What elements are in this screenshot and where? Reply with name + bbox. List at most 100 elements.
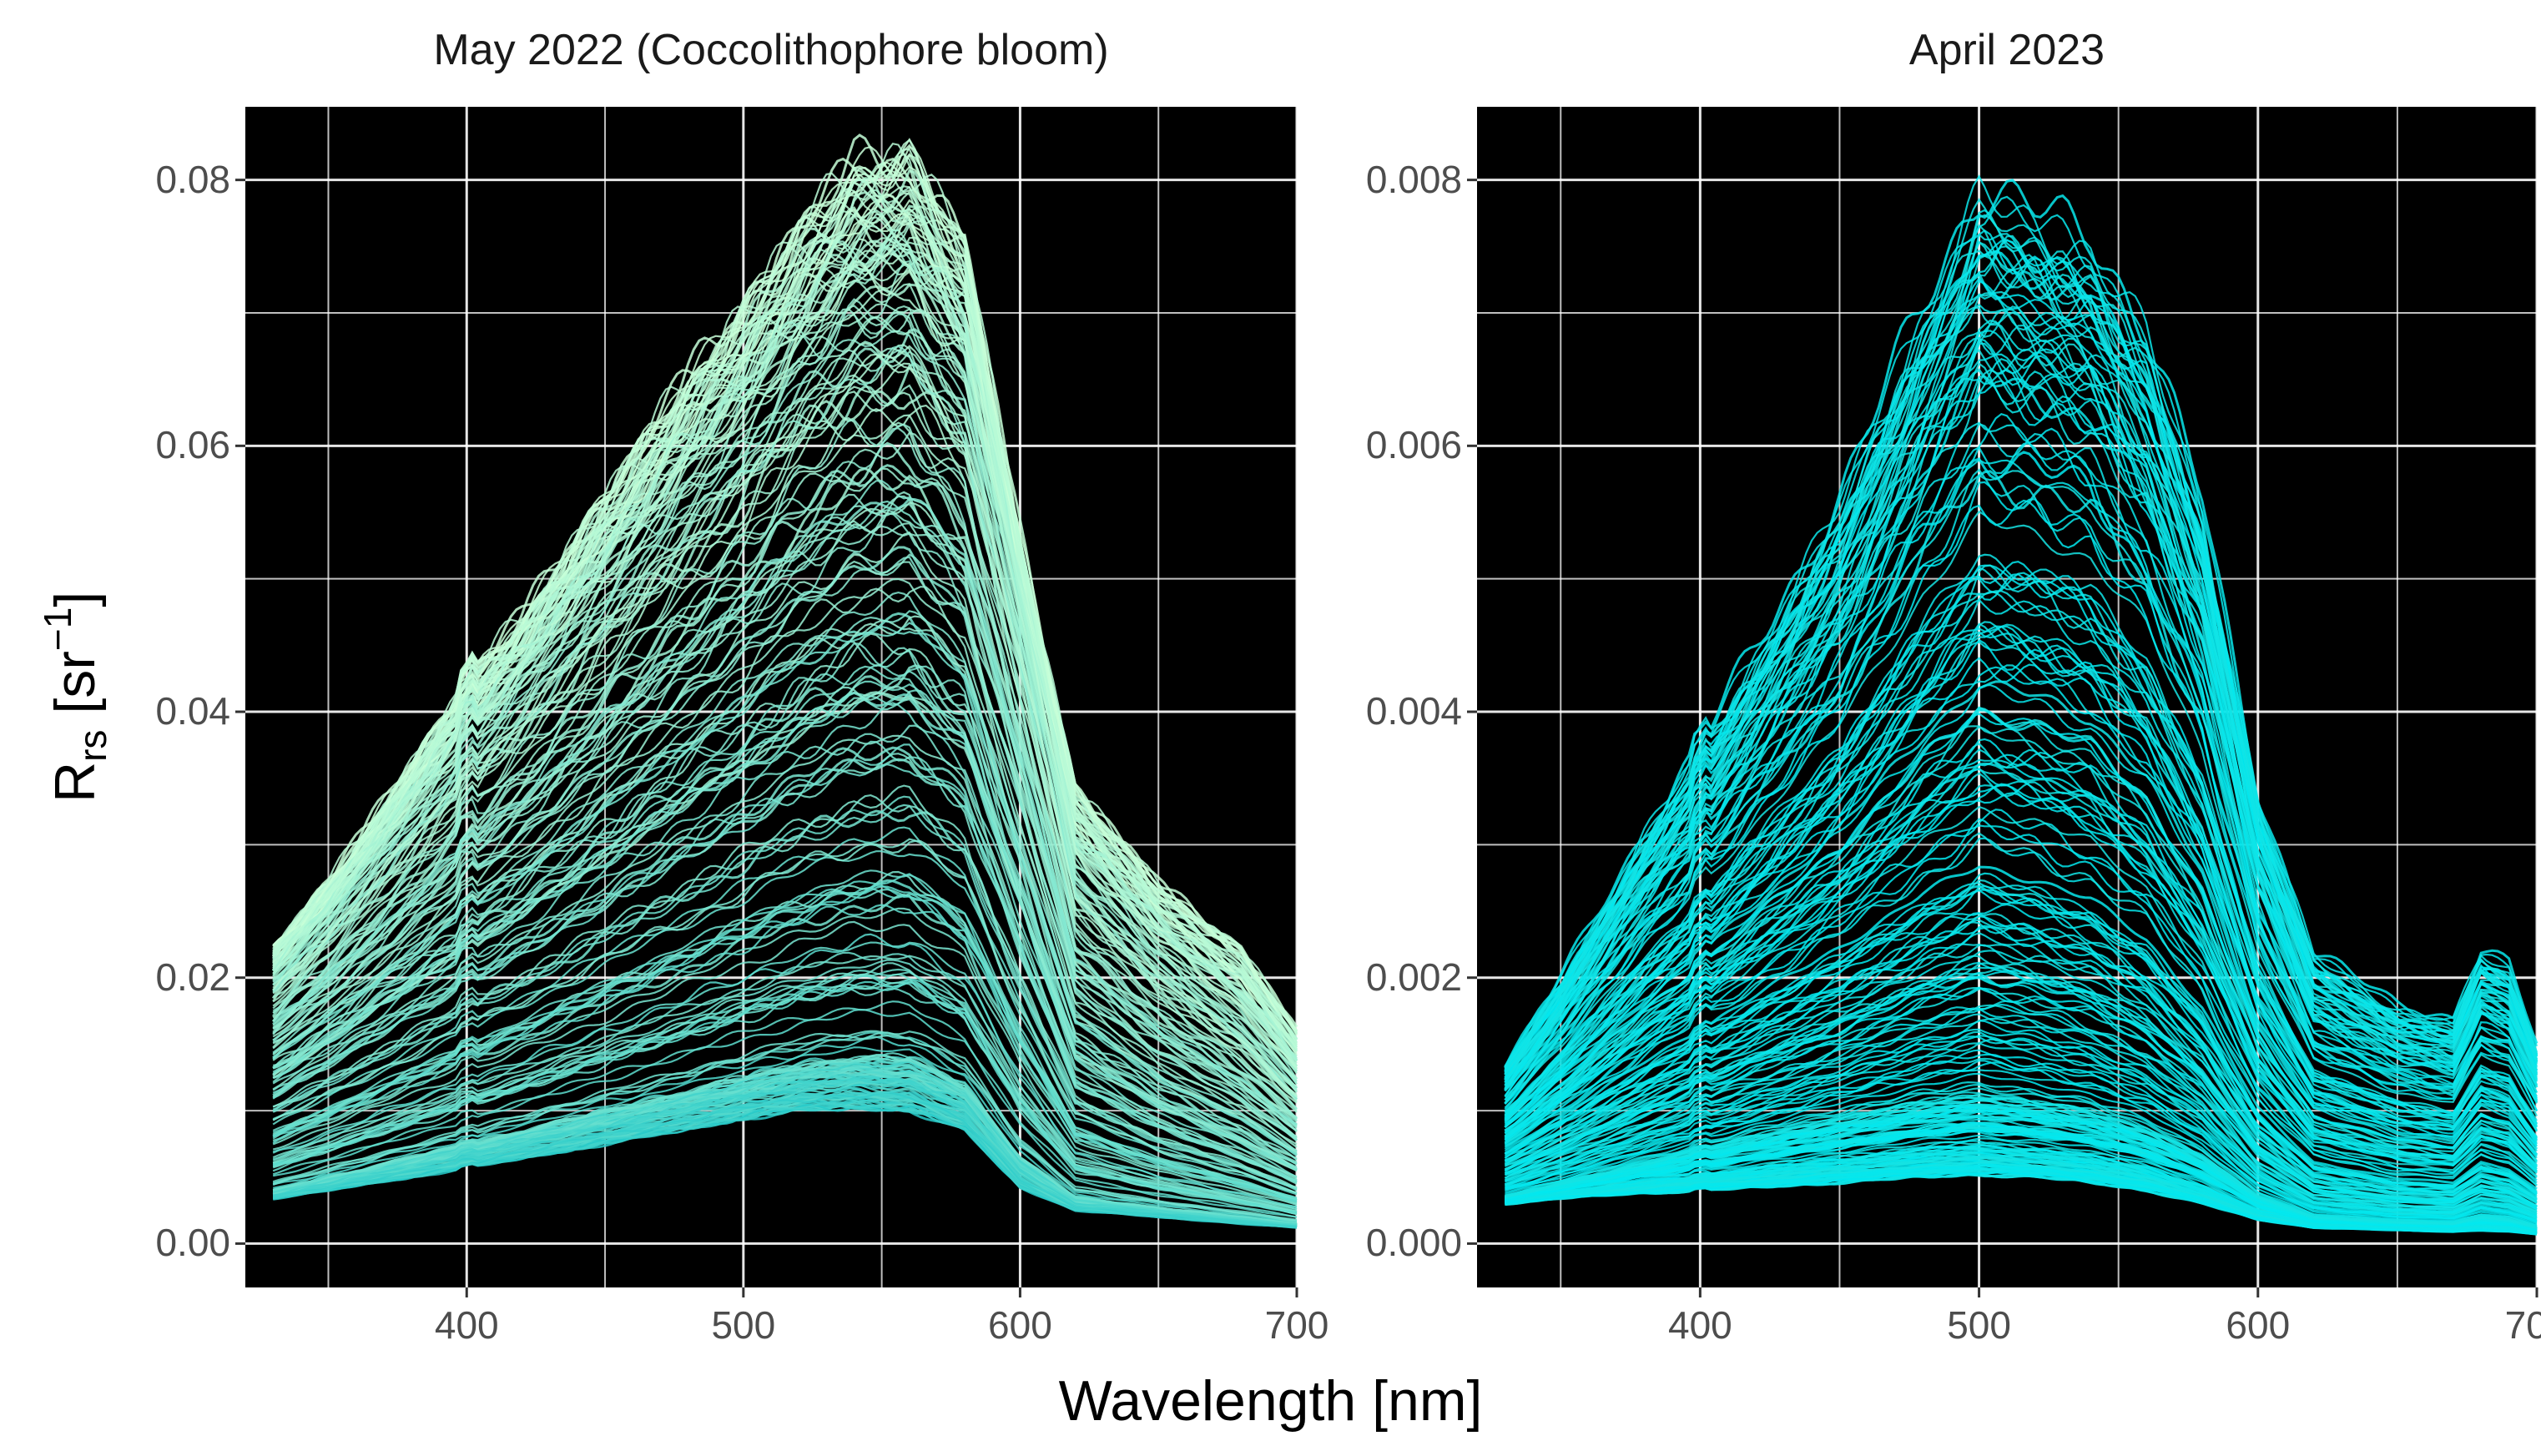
spectrum-line xyxy=(1505,1129,2538,1232)
spectrum-line xyxy=(272,879,1298,1202)
spectrum-line xyxy=(272,724,1298,1178)
spectrum-line xyxy=(272,951,1298,1211)
spectrum-line xyxy=(272,884,1298,1202)
spectra-right xyxy=(1504,174,2538,1236)
spectrum-line xyxy=(272,1034,1298,1222)
y-axis-label: Rrs [sr−1] xyxy=(35,592,115,803)
spectrum-line xyxy=(1504,772,2538,1170)
spectrum-line xyxy=(272,804,1298,1192)
spectrum-line xyxy=(272,907,1298,1206)
spectrum-line xyxy=(1504,832,2538,1186)
x-tick-label: 500 xyxy=(711,1303,776,1347)
spectrum-line xyxy=(1504,809,2538,1178)
spectrum-line xyxy=(272,619,1298,1154)
spectrum-line xyxy=(1504,470,2538,1104)
spectrum-line xyxy=(272,512,1298,1138)
x-tick-label: 700 xyxy=(1264,1303,1329,1347)
spectrum-line xyxy=(1504,818,2538,1184)
spectrum-line xyxy=(1504,254,2538,1075)
spectrum-line xyxy=(272,793,1298,1189)
spectrum-line xyxy=(272,691,1298,1171)
spectrum-line xyxy=(1504,590,2538,1131)
spectrum-line xyxy=(1504,240,2538,1075)
spectrum-line xyxy=(272,237,1298,1065)
spectrum-line xyxy=(273,1086,1298,1227)
spectrum-line xyxy=(1505,1030,2538,1220)
spectrum-line xyxy=(1504,330,2538,1084)
spectrum-line xyxy=(1504,762,2538,1167)
spectrum-line xyxy=(272,431,1298,1113)
spectrum-line xyxy=(272,664,1298,1166)
y-axis-label-unit-close: ] xyxy=(43,591,107,607)
spectrum-line xyxy=(272,1102,1298,1228)
spectrum-line xyxy=(1504,903,2538,1197)
spectrum-line xyxy=(1504,306,2538,1083)
y-tick-label: 0.008 xyxy=(1365,157,1462,201)
y-tick-label: 0.006 xyxy=(1365,423,1462,467)
x-axis-label: Wavelength [nm] xyxy=(1058,1369,1483,1433)
spectrum-line xyxy=(1504,972,2538,1209)
spectrum-line xyxy=(272,632,1298,1160)
spectrum-line xyxy=(1504,369,2538,1091)
spectrum-line xyxy=(272,525,1298,1132)
spectrum-line xyxy=(1505,1061,2538,1223)
spectrum-line xyxy=(272,610,1298,1152)
spectrum-line xyxy=(1505,1004,2538,1213)
spectrum-line xyxy=(272,414,1298,1111)
spectrum-line xyxy=(1504,239,2538,1073)
spectrum-line xyxy=(272,850,1298,1196)
spectrum-line xyxy=(272,441,1298,1122)
spectrum-line xyxy=(272,342,1298,1091)
spectrum-line xyxy=(1504,680,2538,1151)
spectrum-line xyxy=(1504,375,2538,1091)
spectrum-line xyxy=(272,1071,1298,1226)
spectrum-line xyxy=(272,1046,1298,1224)
spectrum-line xyxy=(1504,638,2538,1141)
spectrum-line xyxy=(272,546,1298,1142)
spectrum-line xyxy=(1504,179,2538,1068)
spectrum-line xyxy=(272,1000,1298,1218)
spectrum-line xyxy=(272,208,1298,1056)
y-axis-label-subscript: rs xyxy=(71,729,114,762)
spectrum-line xyxy=(1505,1028,2538,1217)
spectrum-line xyxy=(1505,1069,2538,1224)
spectrum-line xyxy=(1504,725,2538,1162)
spectrum-line xyxy=(272,522,1298,1132)
spectrum-line xyxy=(1504,805,2538,1177)
spectrum-line xyxy=(272,1052,1298,1226)
spectrum-line xyxy=(272,743,1298,1183)
spectrum-line xyxy=(272,962,1298,1213)
spectrum-line xyxy=(272,941,1298,1208)
spectrum-line xyxy=(272,315,1298,1088)
spectrum-line xyxy=(1505,1148,2538,1233)
spectrum-line xyxy=(272,981,1298,1216)
spectrum-line xyxy=(1504,249,2538,1072)
spectrum-line xyxy=(272,685,1298,1170)
y-tick-label: 0.00 xyxy=(155,1221,230,1265)
spectrum-line xyxy=(1504,561,2538,1125)
spectrum-line xyxy=(272,404,1298,1104)
spectrum-line xyxy=(272,480,1298,1126)
spectrum-line xyxy=(272,577,1298,1148)
spectrum-line xyxy=(272,427,1298,1119)
y-axis-label-unit-open: [sr xyxy=(43,651,107,730)
spectrum-line xyxy=(272,642,1298,1161)
spectrum-line xyxy=(1504,767,2538,1173)
spectrum-line xyxy=(272,194,1298,1047)
spectrum-line xyxy=(1504,621,2538,1140)
y-tick-label: 0.08 xyxy=(155,157,230,201)
spectrum-line xyxy=(272,920,1298,1207)
spectrum-line xyxy=(1504,1017,2538,1216)
spectrum-line xyxy=(272,390,1298,1103)
spectrum-line xyxy=(272,354,1298,1098)
spectrum-line xyxy=(272,192,1298,1050)
spectrum-line xyxy=(1505,944,2538,1203)
spectra-left xyxy=(271,134,1298,1229)
x-tick-label: 600 xyxy=(2226,1303,2291,1347)
spectrum-line xyxy=(1504,943,2538,1204)
x-tick-label: 400 xyxy=(434,1303,499,1347)
spectrum-line xyxy=(1505,1083,2538,1227)
spectrum-line xyxy=(1504,742,2538,1164)
